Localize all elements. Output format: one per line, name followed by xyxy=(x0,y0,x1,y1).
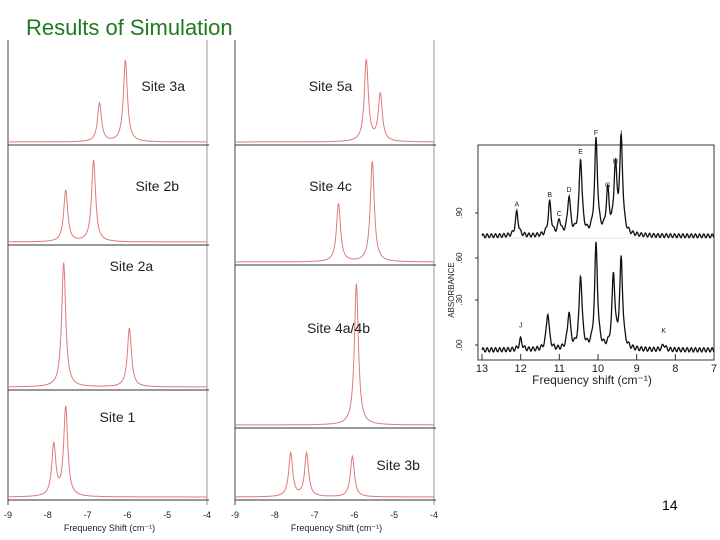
x-tick-label: 7 xyxy=(711,363,717,375)
slide-title: Results of Simulation xyxy=(26,15,233,40)
peak-label-h: H xyxy=(613,159,618,166)
x-tick-label: 10 xyxy=(592,363,604,375)
x-tick-label: 11 xyxy=(554,363,565,375)
site-label: Site 2b xyxy=(135,178,179,194)
page-number: 14 xyxy=(662,497,678,513)
peak-label-j: J xyxy=(519,323,523,330)
x-tick-label: 9 xyxy=(634,363,640,375)
spectrum-trace-site-2a xyxy=(8,262,207,388)
y-axis-title: ABSORBANCE xyxy=(447,262,456,318)
peak-label-b: B xyxy=(547,192,552,199)
x-tick-label: -8 xyxy=(44,510,52,520)
x-tick-label: 13 xyxy=(476,363,488,375)
x-tick-label: -9 xyxy=(231,510,239,520)
x-tick-label: -7 xyxy=(311,510,319,520)
y-tick-label: .30 xyxy=(455,294,464,306)
x-tick-label: -7 xyxy=(84,510,92,520)
exp-upper-trace xyxy=(481,133,715,239)
site-label: Site 4a/4b xyxy=(307,320,370,336)
site-label: Site 3b xyxy=(376,457,420,473)
exp-lower-trace xyxy=(481,241,715,353)
peak-label-f: F xyxy=(594,130,598,137)
x-tick-label: -6 xyxy=(123,510,131,520)
y-tick-label: .90 xyxy=(455,207,464,219)
x-tick-label: -5 xyxy=(163,510,171,520)
site-label: Site 3a xyxy=(141,78,185,94)
y-tick-label: .60 xyxy=(455,252,464,264)
x-tick-label: -5 xyxy=(390,510,398,520)
x-axis-title: Frequency shift (cm⁻¹) xyxy=(532,373,652,387)
x-axis-title: Frequency Shift (cm⁻¹) xyxy=(291,523,382,533)
spectrum-trace-site-2b xyxy=(8,159,207,243)
x-tick-label: -8 xyxy=(271,510,279,520)
spectrum-trace-site-3b xyxy=(235,450,434,498)
site-label: Site 4c xyxy=(309,178,352,194)
peak-label-c: C xyxy=(557,211,562,218)
spectrum-trace-site-1 xyxy=(8,405,207,498)
spectrum-trace-site-4c xyxy=(235,160,434,263)
site-label: Site 2a xyxy=(110,258,154,274)
peak-label-e: E xyxy=(578,149,583,156)
x-tick-label: -4 xyxy=(203,510,211,520)
y-tick-label: .00 xyxy=(455,339,464,351)
x-tick-label: 8 xyxy=(672,363,678,375)
spectrum-trace-site-3a xyxy=(8,59,207,143)
peak-label-d: D xyxy=(566,187,571,194)
spectrum-trace-site-4a-4b xyxy=(235,283,434,426)
peak-label-g: G xyxy=(605,182,610,189)
x-tick-label: -4 xyxy=(430,510,438,520)
site-label: Site 5a xyxy=(309,78,353,94)
x-tick-label: -6 xyxy=(350,510,358,520)
peak-label-i: I xyxy=(620,130,622,137)
site-label: Site 1 xyxy=(100,409,136,425)
spectrum-trace-site-5a xyxy=(235,58,434,143)
x-tick-label: 12 xyxy=(515,363,527,375)
x-tick-label: -9 xyxy=(4,510,12,520)
peak-label-a: A xyxy=(514,201,519,208)
peak-label-k: K xyxy=(661,328,666,335)
x-axis-title: Frequency Shift (cm⁻¹) xyxy=(64,523,155,533)
